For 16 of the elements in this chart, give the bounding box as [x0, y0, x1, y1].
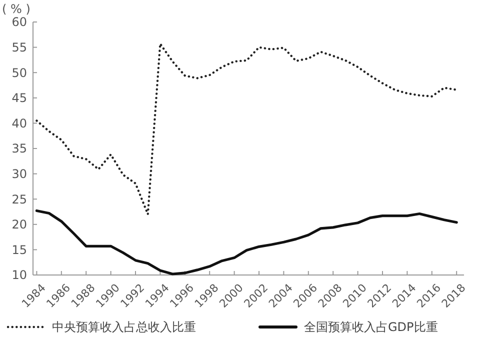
y-tick-label: 45: [12, 91, 27, 106]
legend-label: 全国预算收入占GDP比重: [304, 320, 438, 334]
y-tick-label: 25: [12, 192, 27, 206]
y-axis-title: ( % ): [2, 2, 30, 16]
y-tick-label: 20: [12, 218, 27, 232]
y-tick-label: 30: [12, 167, 27, 181]
line-series: [36, 42, 458, 216]
line-series: [35, 209, 458, 276]
y-tick-label: 35: [12, 142, 27, 156]
legend-label: 中央预算收入占总收入比重: [52, 320, 196, 334]
y-tick-label: 60: [12, 15, 27, 30]
y-tick-label: 50: [12, 66, 27, 80]
y-tick-label: 55: [12, 40, 27, 54]
y-tick-label: 10: [12, 268, 27, 282]
y-tick-label: 15: [12, 242, 27, 257]
y-tick-label: 40: [12, 116, 27, 130]
